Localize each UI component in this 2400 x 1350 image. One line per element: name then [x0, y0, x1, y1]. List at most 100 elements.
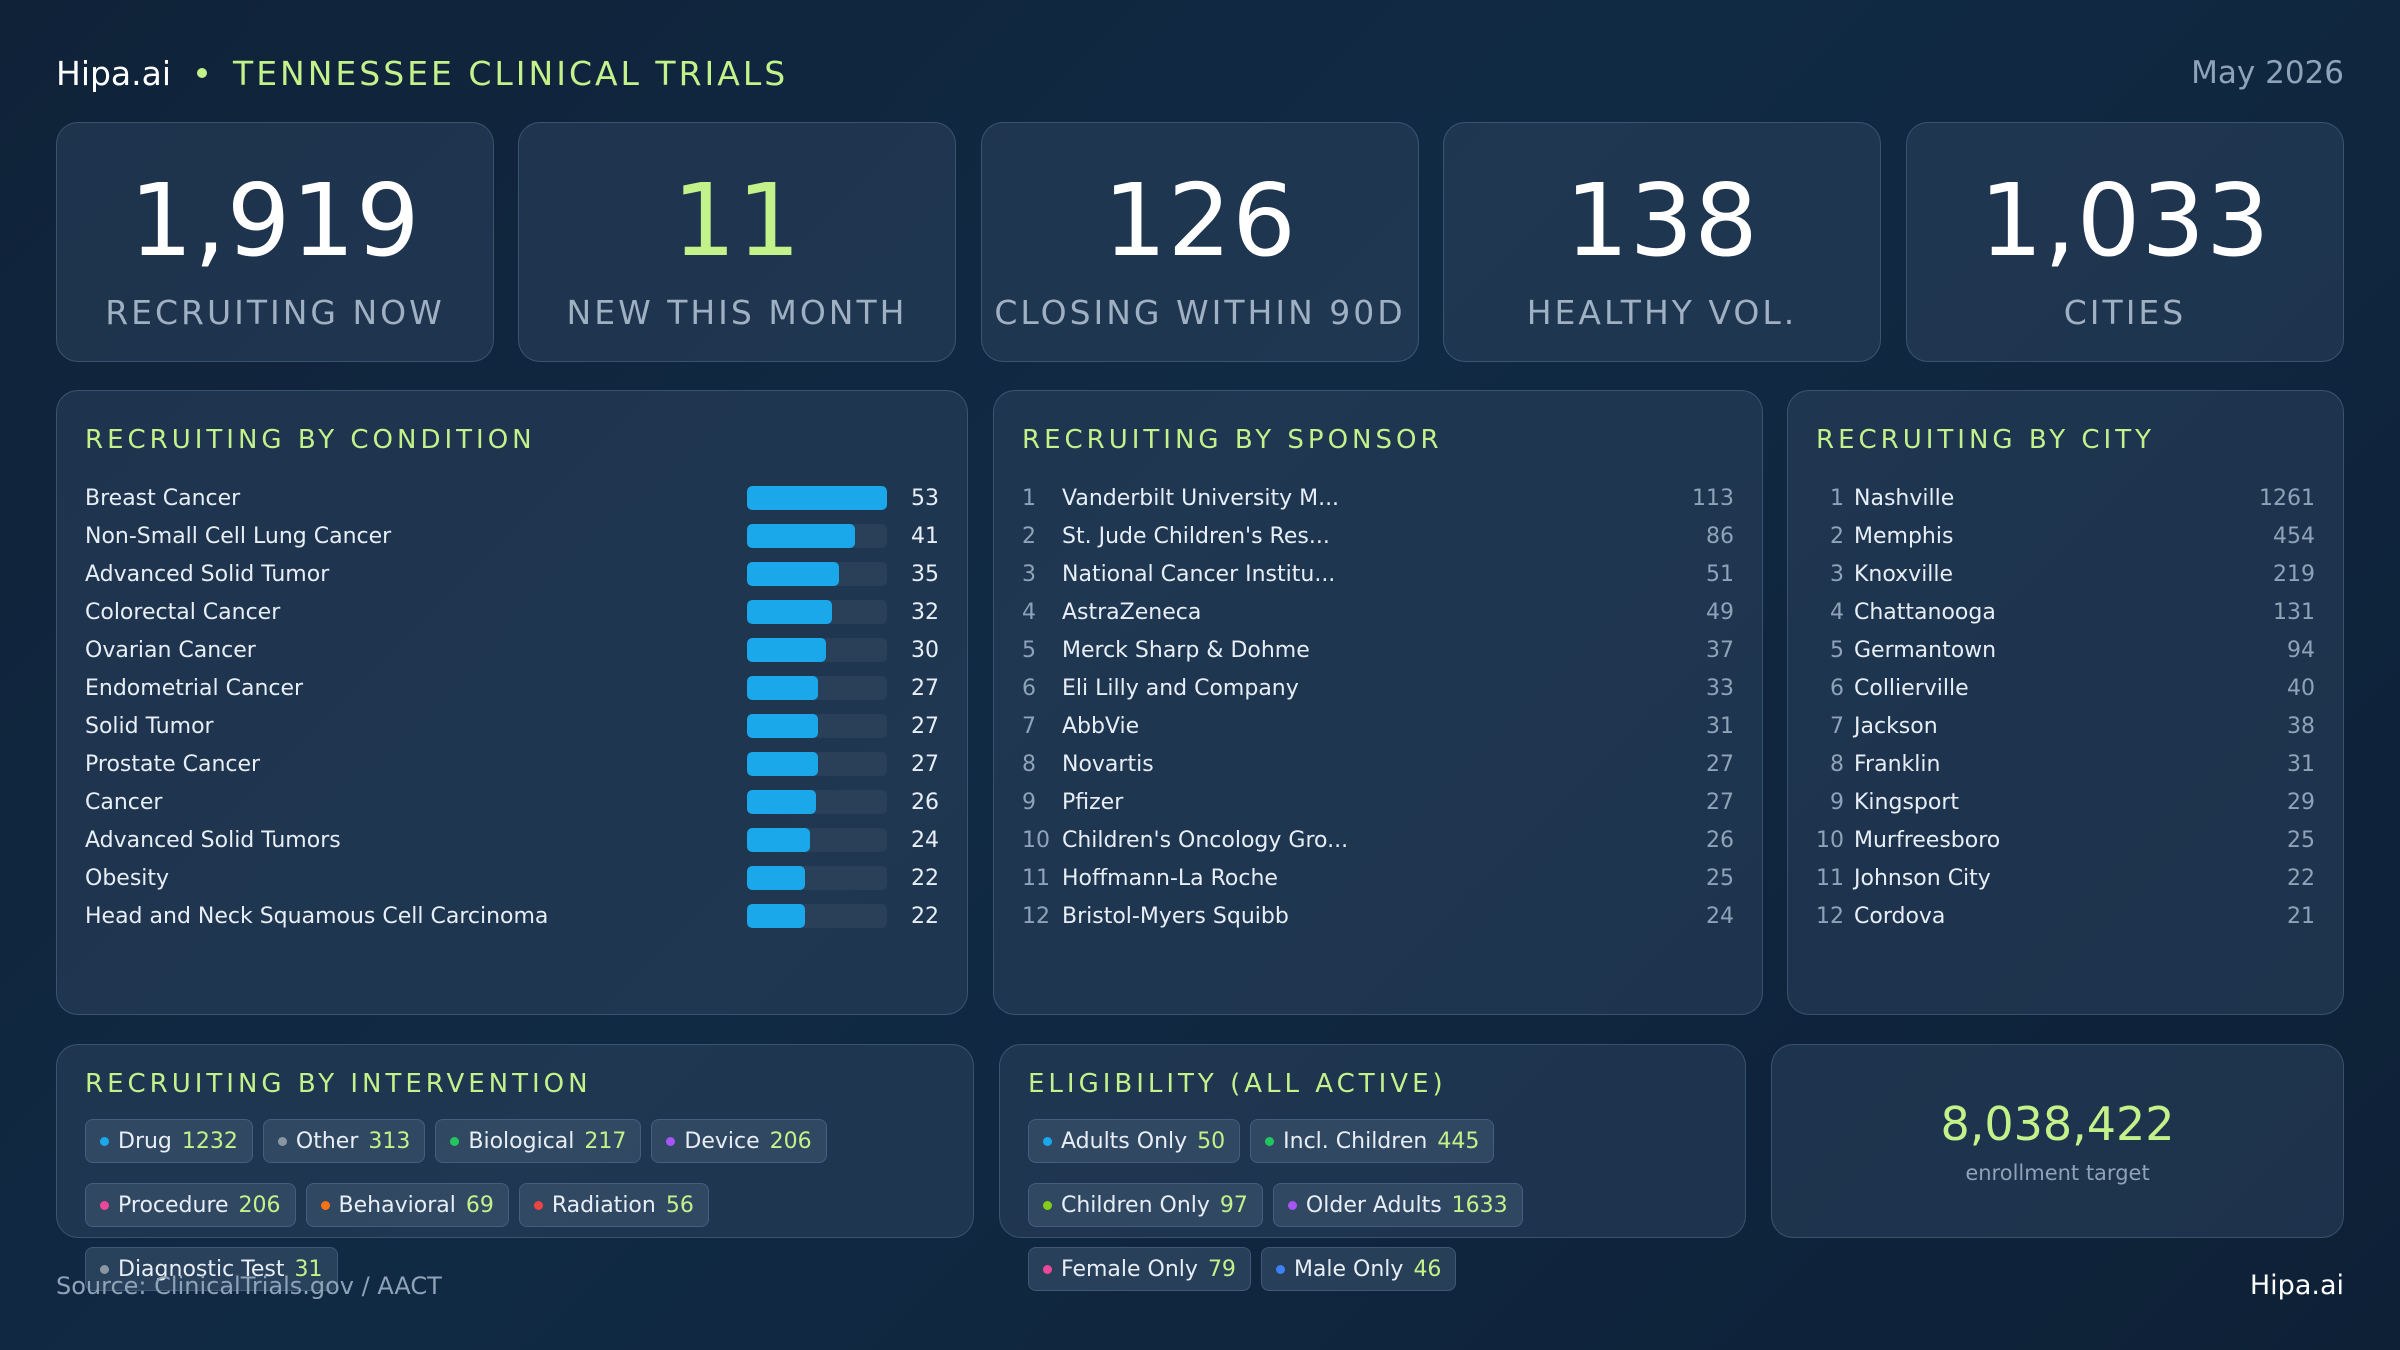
eligibility-chip[interactable]: Incl. Children 445	[1250, 1119, 1495, 1163]
intervention-chip[interactable]: Procedure 206	[85, 1183, 296, 1227]
intervention-chip[interactable]: Radiation 56	[518, 1183, 709, 1227]
condition-name: Prostate Cancer	[85, 751, 261, 777]
intervention-chip-value: 313	[368, 1128, 411, 1154]
condition-row[interactable]: Head and Neck Squamous Cell Carcinoma 22	[85, 897, 939, 935]
condition-bar-track	[747, 638, 887, 662]
sponsor-row[interactable]: 11 Hoffmann-La Roche 25	[1022, 859, 1734, 897]
eligibility-chip[interactable]: Male Only 46	[1260, 1247, 1457, 1291]
sponsor-row[interactable]: 7 AbbVie 31	[1022, 707, 1734, 745]
city-row[interactable]: 2 Memphis 454	[1816, 517, 2315, 555]
eligibility-chip-value: 445	[1437, 1128, 1480, 1154]
condition-row[interactable]: Ovarian Cancer 30	[85, 631, 939, 669]
city-count: 94	[2287, 637, 2315, 663]
condition-bar-track	[747, 486, 887, 510]
city-count: 25	[2287, 827, 2315, 853]
condition-row[interactable]: Obesity 22	[85, 859, 939, 897]
footer-brand[interactable]: Hipa.ai	[2249, 1270, 2344, 1301]
condition-row[interactable]: Non-Small Cell Lung Cancer 41	[85, 517, 939, 555]
sponsor-row[interactable]: 3 National Cancer Institu... 51	[1022, 555, 1734, 593]
sponsor-row[interactable]: 9 Pfizer 27	[1022, 783, 1734, 821]
sponsor-name: Bristol-Myers Squibb	[1062, 903, 1289, 929]
city-name: Franklin	[1854, 751, 1941, 777]
intervention-chip[interactable]: Behavioral 69	[305, 1183, 509, 1227]
intervention-chip[interactable]: Device 206	[651, 1119, 827, 1163]
eligibility-chip-label: Male Only	[1293, 1256, 1404, 1282]
sponsor-row[interactable]: 8 Novartis 27	[1022, 745, 1734, 783]
intervention-chip-value: 56	[665, 1192, 694, 1218]
city-row[interactable]: 3 Knoxville 219	[1816, 555, 2315, 593]
condition-row[interactable]: Prostate Cancer 27	[85, 745, 939, 783]
city-row[interactable]: 6 Collierville 40	[1816, 669, 2315, 707]
sponsor-row[interactable]: 1 Vanderbilt University M... 113	[1022, 479, 1734, 517]
city-row[interactable]: 9 Kingsport 29	[1816, 783, 2315, 821]
sponsor-row[interactable]: 12 Bristol-Myers Squibb 24	[1022, 897, 1734, 935]
eligibility-chip[interactable]: Female Only 79	[1028, 1247, 1251, 1291]
page-title: TENNESSEE CLINICAL TRIALS	[233, 53, 789, 93]
city-count: 29	[2287, 789, 2315, 815]
eligibility-chip[interactable]: Older Adults 1633	[1272, 1183, 1523, 1227]
sponsor-row[interactable]: 4 AstraZeneca 49	[1022, 593, 1734, 631]
eligibility-chip-label: Older Adults	[1305, 1192, 1442, 1218]
condition-bar-track	[747, 562, 887, 586]
sponsor-count: 27	[1706, 751, 1734, 777]
condition-row[interactable]: Cancer 26	[85, 783, 939, 821]
city-row[interactable]: 5 Germantown 94	[1816, 631, 2315, 669]
city-row[interactable]: 4 Chattanooga 131	[1816, 593, 2315, 631]
kpi-value: 126	[1103, 162, 1297, 279]
city-panel: RECRUITING BY CITY 1 Nashville 1261 2 Memphi…	[1787, 390, 2344, 1015]
condition-bar-fill	[747, 752, 819, 776]
city-row[interactable]: 12 Cordova 21	[1816, 897, 2315, 935]
kpi-label: NEW THIS MONTH	[566, 293, 908, 332]
city-panel-title: RECRUITING BY CITY	[1816, 425, 2155, 455]
condition-row[interactable]: Advanced Solid Tumor 35	[85, 555, 939, 593]
condition-row[interactable]: Breast Cancer 53	[85, 479, 939, 517]
sponsor-rank: 12	[1022, 903, 1050, 929]
eligibility-dot-icon	[1043, 1200, 1052, 1210]
sponsor-rank: 5	[1022, 637, 1036, 663]
condition-bar-track	[747, 600, 887, 624]
intervention-chip-label: Procedure	[118, 1192, 229, 1218]
condition-bar-track	[747, 714, 887, 738]
city-row[interactable]: 10 Murfreesboro 25	[1816, 821, 2315, 859]
sponsor-row[interactable]: 2 St. Jude Children's Res... 86	[1022, 517, 1734, 555]
condition-name: Advanced Solid Tumor	[85, 561, 330, 587]
intervention-chip[interactable]: Biological 217	[435, 1119, 642, 1163]
condition-row[interactable]: Colorectal Cancer 32	[85, 593, 939, 631]
sponsor-row[interactable]: 6 Eli Lilly and Company 33	[1022, 669, 1734, 707]
intervention-chip-label: Drug	[118, 1128, 172, 1154]
city-row[interactable]: 11 Johnson City 22	[1816, 859, 2315, 897]
eligibility-chip-label: Female Only	[1061, 1256, 1198, 1282]
condition-bar-fill	[747, 600, 832, 624]
condition-row[interactable]: Advanced Solid Tumors 24	[85, 821, 939, 859]
city-count: 31	[2287, 751, 2315, 777]
city-name: Nashville	[1854, 485, 1955, 511]
intervention-chip[interactable]: Other 313	[262, 1119, 426, 1163]
condition-row[interactable]: Solid Tumor 27	[85, 707, 939, 745]
intervention-chip[interactable]: Diagnostic Test 31	[85, 1247, 338, 1291]
eligibility-chip[interactable]: Adults Only 50	[1028, 1119, 1241, 1163]
sponsor-row[interactable]: 5 Merck Sharp & Dohme 37	[1022, 631, 1734, 669]
city-row[interactable]: 7 Jackson 38	[1816, 707, 2315, 745]
kpi-value: 1,033	[1979, 162, 2271, 279]
intervention-chip[interactable]: Drug 1232	[85, 1119, 253, 1163]
intervention-chip-list: Drug 1232 Other 313 Biological 217 Device 206 Pr…	[85, 1119, 953, 1301]
city-rank: 10	[1816, 827, 1844, 853]
sponsor-row[interactable]: 10 Children's Oncology Gro... 26	[1022, 821, 1734, 859]
sponsor-rank: 9	[1022, 789, 1036, 815]
intervention-dot-icon	[100, 1200, 109, 1210]
condition-row[interactable]: Endometrial Cancer 27	[85, 669, 939, 707]
source-credit[interactable]: Source: ClinicalTrials.gov / AACT	[56, 1272, 442, 1300]
city-list: 1 Nashville 1261 2 Memphis 454 3 Knoxville 219 4 C…	[1816, 479, 2315, 935]
eligibility-chip[interactable]: Children Only 97	[1028, 1183, 1263, 1227]
condition-name: Cancer	[85, 789, 163, 815]
city-row[interactable]: 8 Franklin 31	[1816, 745, 2315, 783]
intervention-dot-icon	[100, 1264, 109, 1274]
eligibility-chip-label: Children Only	[1061, 1192, 1210, 1218]
condition-count: 41	[911, 523, 939, 549]
city-row[interactable]: 1 Nashville 1261	[1816, 479, 2315, 517]
city-rank: 12	[1816, 903, 1844, 929]
eligibility-dot-icon	[1043, 1136, 1052, 1146]
brand-logo[interactable]: Hipa.ai	[56, 53, 172, 93]
intervention-chip-label: Biological	[468, 1128, 575, 1154]
sponsor-rank: 2	[1022, 523, 1036, 549]
